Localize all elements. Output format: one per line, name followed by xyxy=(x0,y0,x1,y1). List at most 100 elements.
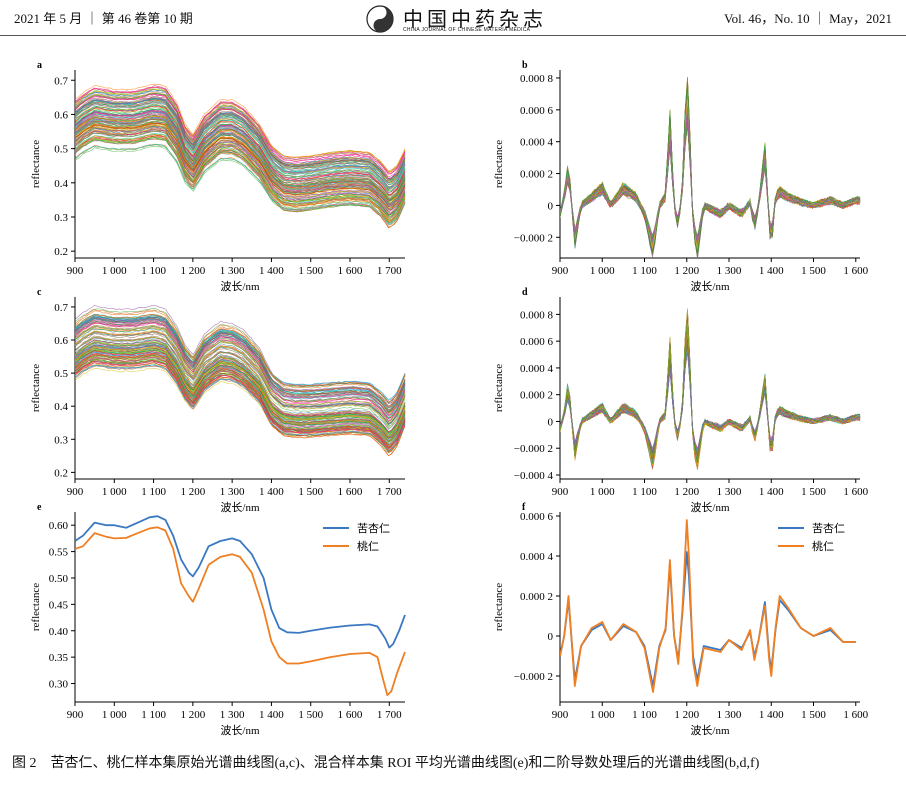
spectrum-curve xyxy=(560,117,861,240)
spectrum-curve xyxy=(560,94,861,253)
spectrum-curve xyxy=(75,358,406,444)
spectrum-curve xyxy=(75,128,406,223)
spectrum-curve xyxy=(560,324,861,462)
spectrum-curve xyxy=(560,327,861,463)
x-tick-label: 1 400 xyxy=(759,709,784,721)
x-tick-label: 1 400 xyxy=(759,265,784,277)
x-tick-label: 1 000 xyxy=(590,486,615,498)
x-tick-label: 1 600 xyxy=(843,709,868,721)
spectrum-curve xyxy=(560,314,861,469)
spectrum-curve xyxy=(560,117,861,242)
spectrum-curve xyxy=(560,317,861,464)
spectrum-curve xyxy=(560,106,860,243)
spectrum-curve xyxy=(560,96,861,249)
spectrum-curve xyxy=(560,91,861,252)
spectrum-curve xyxy=(75,121,406,200)
spectrum-curve xyxy=(560,338,861,458)
spectrum-curve xyxy=(560,329,861,460)
spectrum-curve xyxy=(560,329,861,464)
spectrum-curve xyxy=(75,364,406,452)
spectrum-curve xyxy=(560,125,861,240)
spectrum-curve xyxy=(75,339,406,433)
x-axis-label: 波长/nm xyxy=(220,501,260,514)
spectrum-curve xyxy=(560,82,861,258)
spectrum-curve xyxy=(560,85,861,253)
spectrum-curve xyxy=(560,92,861,252)
spectrum-curve xyxy=(75,315,406,410)
spectrum-curve xyxy=(560,116,861,244)
x-tick-label: 1 400 xyxy=(259,265,284,277)
y-tick-label: 0.5 xyxy=(54,144,68,156)
x-tick-label: 1 100 xyxy=(632,486,657,498)
panel-e: e 900 1 000 1 100 1 200 1 300 1 400 1 500 1 600 1… xyxy=(30,502,406,737)
spectrum-curve xyxy=(560,116,861,242)
spectrum-curve xyxy=(560,351,861,453)
spectrum-curve xyxy=(560,332,861,460)
spectrum-curve xyxy=(560,315,860,466)
spectrum-curve xyxy=(560,100,861,247)
spectrum-curve xyxy=(560,337,861,457)
spectrum-curve xyxy=(560,80,861,256)
x-tick-label: 1 600 xyxy=(338,486,363,498)
spectrum-curve xyxy=(560,98,861,251)
x-tick-label: 1 100 xyxy=(141,486,166,498)
y-tick-label: 0.2 xyxy=(54,246,68,258)
spectrum-curve xyxy=(560,322,861,467)
panel-f: f 900 1 000 1 100 1 200 1 300 1 400 1 500 1 600 −… xyxy=(493,502,869,737)
spectrum-curve xyxy=(560,323,861,462)
x-tick-label: 1 300 xyxy=(220,709,245,721)
plot-area xyxy=(560,76,861,258)
spectrum-curve xyxy=(560,314,861,469)
spectrum-curve xyxy=(75,115,406,198)
spectrum-curve xyxy=(560,106,861,248)
spectrum-curve xyxy=(75,86,406,175)
y-tick-label: 0.4 xyxy=(54,401,68,413)
spectrum-curve xyxy=(560,317,861,467)
spectrum-curve xyxy=(560,340,861,458)
spectrum-curve xyxy=(560,101,861,250)
spectrum-curve xyxy=(75,89,406,180)
spectrum-curve xyxy=(560,310,861,467)
spectrum-curve xyxy=(75,356,406,446)
x-tick-label: 1 200 xyxy=(674,265,699,277)
y-tick-label: 0.6 xyxy=(54,335,68,347)
spectrum-curve xyxy=(560,114,861,243)
y-tick-label: 0.000 8 xyxy=(520,309,554,321)
x-tick-label: 900 xyxy=(67,486,84,498)
spectrum-curve xyxy=(560,316,861,464)
x-axis-label: 波长/nm xyxy=(220,280,260,293)
spectrum-curve xyxy=(560,123,861,238)
y-tick-label: 0.000 8 xyxy=(520,73,554,85)
spectrum-curve xyxy=(560,323,861,463)
spectrum-curve xyxy=(560,350,861,455)
y-tick-label: 0.2 xyxy=(54,467,68,479)
y-tick-label: 0.3 xyxy=(54,434,68,446)
y-tick-label: 0.000 6 xyxy=(520,511,554,523)
spectrum-curve xyxy=(560,351,861,453)
spectrum-curve xyxy=(560,335,861,459)
spectrum-curve xyxy=(560,105,861,247)
spectrum-curve xyxy=(560,76,861,256)
spectrum-curve xyxy=(560,334,860,459)
spectrum-curve xyxy=(560,318,861,465)
spectrum-curve xyxy=(560,79,861,258)
spectrum-curve xyxy=(75,338,406,423)
x-tick-label: 1 500 xyxy=(298,265,323,277)
spectrum-curve xyxy=(560,123,861,239)
spectrum-curve xyxy=(560,344,861,455)
spectrum-curve xyxy=(560,89,861,250)
legend-label: 苦杏仁 xyxy=(812,522,845,535)
legend-label: 桃仁 xyxy=(812,539,834,553)
spectrum-curve xyxy=(560,95,861,252)
spectrum-curve xyxy=(75,127,406,221)
spectrum-curve xyxy=(560,122,861,241)
x-tick-label: 1 100 xyxy=(632,709,657,721)
y-tick-label: 0.000 6 xyxy=(520,336,554,348)
spectrum-curve xyxy=(75,105,406,196)
spectrum-curve xyxy=(75,137,406,217)
x-tick-label: 1 200 xyxy=(180,709,205,721)
spectrum-curve xyxy=(560,327,861,463)
spectrum-curve xyxy=(560,91,861,250)
x-tick-label: 1 600 xyxy=(338,265,363,277)
spectrum-curve xyxy=(560,123,861,236)
